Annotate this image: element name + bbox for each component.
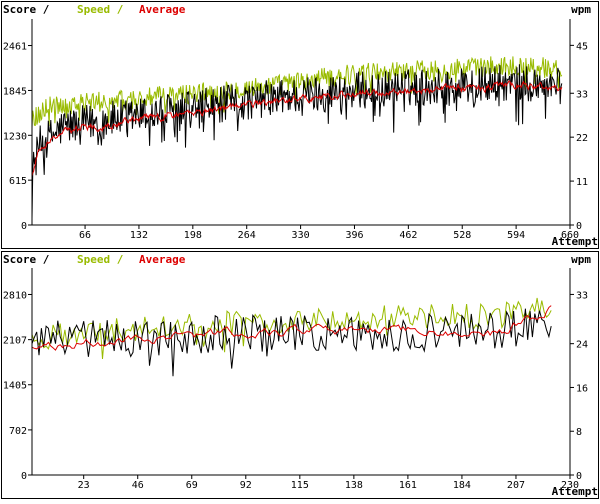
y-tick-label-right: 24 <box>576 340 588 351</box>
x-tick-label: 528 <box>453 230 471 241</box>
y-tick-label-right: 8 <box>576 427 582 438</box>
x-tick-label: 462 <box>399 230 417 241</box>
series-line-speed <box>31 56 563 129</box>
y-tick-label-right: 22 <box>576 133 588 144</box>
legend-speed: Speed / <box>77 3 124 16</box>
x-tick-label: 396 <box>345 230 363 241</box>
y-tick-label-left: 615 <box>9 176 27 187</box>
x-axis-label: Attempt <box>552 485 598 498</box>
y-tick-label-left: 2107 <box>3 336 27 347</box>
y-tick-label-left: 0 <box>21 221 27 232</box>
x-tick-label: 115 <box>291 480 309 491</box>
y-tick-label-left: 2810 <box>3 290 27 301</box>
x-tick-label: 184 <box>453 480 471 491</box>
x-tick-label: 92 <box>240 480 252 491</box>
y-tick-label-right: 0 <box>576 221 582 232</box>
y-tick-label-right: 45 <box>576 41 588 52</box>
x-tick-label: 207 <box>507 480 525 491</box>
y-tick-label-left: 2461 <box>3 42 27 53</box>
x-tick-label: 69 <box>186 480 198 491</box>
series-line-average <box>31 305 552 351</box>
x-tick-label: 230 <box>561 480 579 491</box>
y-tick-label-left: 1405 <box>3 381 27 392</box>
x-tick-label: 66 <box>79 230 91 241</box>
x-tick-label: 46 <box>132 480 144 491</box>
right-axis-label: wpm <box>571 253 591 266</box>
x-tick-label: 264 <box>238 230 256 241</box>
legend-average: Average <box>139 253 186 266</box>
y-tick-label-right: 0 <box>576 471 582 482</box>
x-tick-label: 594 <box>507 230 525 241</box>
y-tick-label-left: 0 <box>21 471 27 482</box>
right-axis-label: wpm <box>571 3 591 16</box>
legend-average: Average <box>139 3 186 16</box>
y-tick-label-right: 33 <box>576 290 588 301</box>
legend-score: Score / <box>3 3 50 16</box>
y-tick-label-left: 1230 <box>3 131 27 142</box>
x-axis-label: Attempt <box>552 235 598 248</box>
y-tick-label-left: 702 <box>9 426 27 437</box>
chart-panel-1: Score / Speed / Average wpm 0 615 1230 1845 2461… <box>1 1 599 249</box>
y-tick-label-right: 16 <box>576 383 588 394</box>
panel-frame <box>1 251 599 499</box>
x-tick-label: 138 <box>345 480 363 491</box>
y-tick-label-right: 11 <box>576 177 588 188</box>
x-tick-label: 330 <box>292 230 310 241</box>
series-line-average <box>31 80 563 177</box>
x-tick-label: 198 <box>184 230 202 241</box>
y-tick-label-left: 1845 <box>3 86 27 97</box>
x-tick-label: 23 <box>78 480 90 491</box>
x-tick-label: 660 <box>561 230 579 241</box>
y-tick-label-right: 33 <box>576 89 588 100</box>
series-line-score <box>31 64 563 219</box>
legend-score: Score / <box>3 253 50 266</box>
legend-speed: Speed / <box>77 253 124 266</box>
x-tick-label: 132 <box>130 230 148 241</box>
chart-panel-2: Score / Speed / Average wpm 0 702 1405 2107 2810… <box>1 251 599 499</box>
x-tick-label: 161 <box>399 480 417 491</box>
panel-frame <box>1 1 599 249</box>
